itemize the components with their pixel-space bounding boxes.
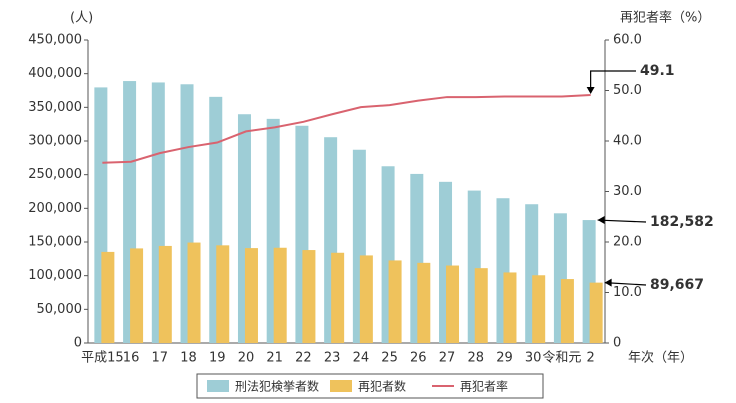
annotation-arrowhead xyxy=(586,87,595,95)
x-axis-label: 年次（年） xyxy=(628,350,693,366)
annotation-label: 182,582 xyxy=(650,214,714,230)
x-tick-label: 令和元 xyxy=(542,351,581,366)
x-tick-label: 22 xyxy=(295,351,312,366)
bar xyxy=(216,245,230,343)
y2-tick-label: 30.0 xyxy=(613,184,642,199)
x-tick-label: 25 xyxy=(381,351,398,366)
y-tick-label: 350,000 xyxy=(28,100,82,115)
y-tick-label: 200,000 xyxy=(28,201,82,216)
x-tick-label: 19 xyxy=(209,351,226,366)
y2-axis-label: 再犯者率（%） xyxy=(620,10,710,26)
x-tick-label: 18 xyxy=(180,351,197,366)
legend-label: 刑法犯検挙者数 xyxy=(235,379,319,394)
y2-tick-label: 60.0 xyxy=(613,33,642,48)
bar xyxy=(446,265,460,343)
x-tick-label: 平成15 xyxy=(81,351,124,366)
y2-tick-label: 10.0 xyxy=(613,285,642,300)
bar xyxy=(589,282,603,343)
bar xyxy=(158,245,172,343)
bar xyxy=(130,248,144,343)
y-tick-label: 0 xyxy=(74,336,82,351)
x-tick-label: 24 xyxy=(353,351,370,366)
bar xyxy=(503,272,517,343)
legend-label: 再犯者率 xyxy=(460,379,508,394)
bar xyxy=(560,279,574,343)
annotation-label: 89,667 xyxy=(650,277,704,293)
x-tick-label: 21 xyxy=(266,351,283,366)
bar xyxy=(244,248,258,343)
bar xyxy=(417,262,431,343)
annotation-label: 49.1 xyxy=(640,63,675,79)
bar xyxy=(273,247,287,343)
x-tick-label: 23 xyxy=(324,351,341,366)
x-tick-label: 29 xyxy=(496,351,513,366)
x-tick-label: 28 xyxy=(467,351,484,366)
bar xyxy=(532,275,546,343)
y-tick-label: 100,000 xyxy=(28,268,82,283)
bar xyxy=(187,242,201,343)
y-tick-label: 50,000 xyxy=(37,302,83,317)
annotation-arrow xyxy=(597,219,647,223)
annotation-arrowhead xyxy=(604,278,612,287)
legend-swatch xyxy=(207,380,229,392)
bar xyxy=(388,260,402,343)
y2-tick-label: 20.0 xyxy=(613,235,642,250)
y2-tick-label: 40.0 xyxy=(613,134,642,149)
y2-tick-label: 50.0 xyxy=(613,83,642,98)
x-tick-label: 17 xyxy=(152,351,169,366)
legend-label: 再犯者数 xyxy=(358,379,406,394)
y2-tick-label: 0 xyxy=(613,336,621,351)
bar xyxy=(474,268,488,343)
y-tick-label: 300,000 xyxy=(28,134,82,149)
x-tick-label: 20 xyxy=(238,351,255,366)
y-tick-label: 250,000 xyxy=(28,167,82,182)
annotation-arrow xyxy=(590,70,636,93)
bar xyxy=(331,252,345,343)
y-axis-label: (人) xyxy=(70,11,93,26)
annotation-arrowhead xyxy=(597,216,605,225)
line xyxy=(102,94,591,164)
x-tick-label: 30 xyxy=(525,351,542,366)
y-tick-label: 450,000 xyxy=(28,33,82,48)
x-tick-label: 2 xyxy=(586,351,594,366)
y-tick-label: 400,000 xyxy=(28,66,82,81)
x-tick-label: 16 xyxy=(123,351,140,366)
bar xyxy=(302,250,316,343)
y-tick-label: 150,000 xyxy=(28,235,82,250)
x-tick-label: 26 xyxy=(410,351,427,366)
x-tick-label: 27 xyxy=(439,351,456,366)
bar xyxy=(101,251,115,343)
legend-box xyxy=(196,373,544,399)
bar xyxy=(359,255,373,343)
legend-swatch xyxy=(330,380,352,392)
